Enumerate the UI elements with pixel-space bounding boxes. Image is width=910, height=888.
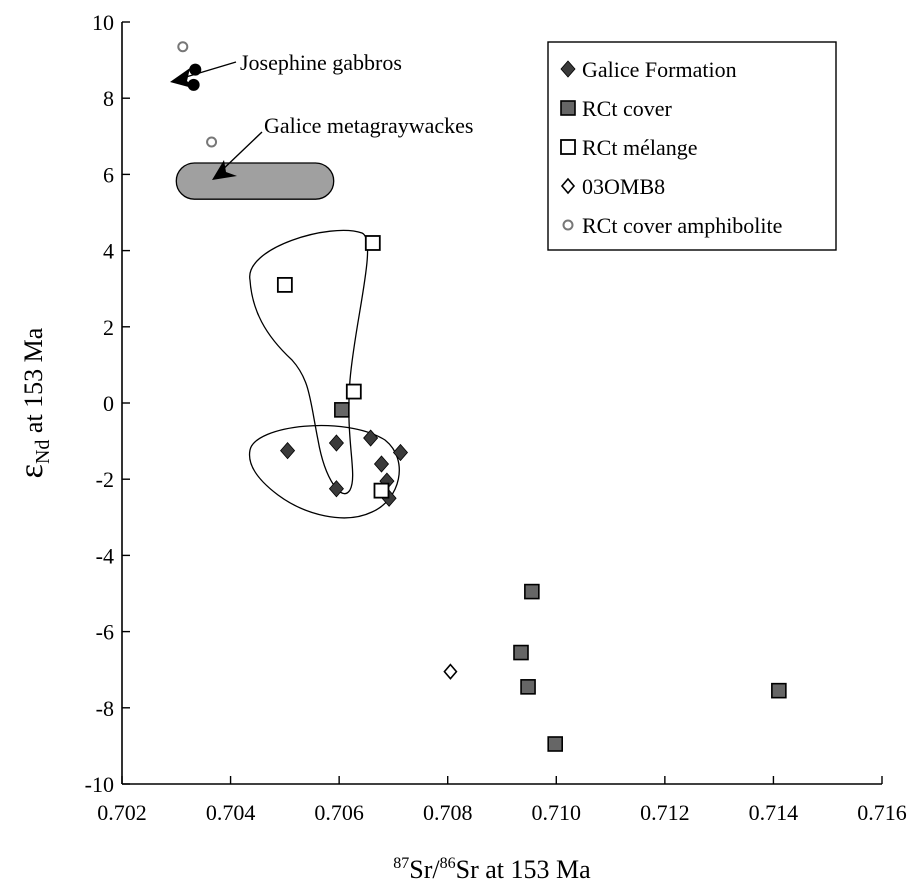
y-tick-label: 10	[92, 10, 114, 35]
legend-marker-rct-cover	[560, 100, 576, 116]
rct-m-lange-point	[276, 276, 293, 293]
josephine-label: Josephine gabbros	[240, 50, 402, 75]
legend-marker-rct-m-lange	[560, 139, 576, 155]
rct-cover-amphibolite-point	[206, 136, 218, 148]
legend-marker-rct-cover-amphibolite	[562, 219, 574, 231]
y-tick-label: 2	[103, 315, 114, 340]
x-tick-label: 0.716	[857, 800, 907, 825]
legend-marker-galice-formation	[560, 60, 576, 78]
x-tick-label: 0.708	[423, 800, 473, 825]
josephine-gabbros-point	[189, 63, 202, 76]
y-axis-title-sub: Nd	[32, 440, 54, 464]
y-tick-label: 0	[103, 391, 114, 416]
y-tick-label: -8	[96, 696, 114, 721]
y-tick-label: -10	[85, 772, 114, 797]
rct-cover-point	[520, 679, 536, 695]
y-tick-label: -6	[96, 620, 114, 645]
galice-formation-point	[373, 455, 390, 473]
tick-labels: -10 -8 -6 -4 -2 0 2 4 6 8 10 0.702 0.704 0.706 0.708 0.…	[85, 10, 907, 825]
metagraywackes-arrow	[217, 131, 263, 175]
rct-m-lange-point	[373, 482, 390, 499]
galice-formation-point	[328, 480, 344, 498]
rct-cover-point	[524, 583, 540, 600]
metagraywackes-arrowhead	[212, 160, 237, 180]
galice-formation-point	[328, 434, 344, 452]
legend: Galice Formation RCt cover RCt mélange 03OM…	[547, 41, 837, 251]
x-axis-title-rest: Sr at 153 Ma	[456, 855, 592, 884]
legend-label-03omb8: 03OMB8	[582, 174, 665, 199]
legend-marker-03omb8	[560, 177, 576, 195]
rct-m-lange-point	[345, 383, 362, 400]
legend-label-galice-formation: Galice Formation	[582, 57, 737, 82]
field-envelopes	[248, 229, 400, 519]
legend-label-rct-cover-amphibolite: RCt cover amphibolite	[582, 213, 782, 238]
y-axis-title-epsilon: ε	[13, 464, 50, 478]
regions	[175, 162, 335, 200]
y-axis-title-rest: at 153 Ma	[19, 327, 48, 439]
galice-formation-point	[280, 442, 296, 460]
y-tick-label: 6	[103, 162, 114, 187]
rct-m-lange-point	[364, 235, 381, 251]
axis-titles: 87Sr/86Sr at 153 Ma εNd at 153 Ma	[13, 327, 591, 884]
x-tick-label: 0.706	[314, 800, 364, 825]
y-tick-label: 4	[103, 239, 114, 264]
galice-field-envelope	[248, 424, 400, 519]
y-axis-title: εNd at 153 Ma	[13, 327, 54, 478]
rct-cover-point	[513, 644, 529, 661]
tick-marks	[121, 21, 883, 785]
rct-cover-point	[547, 736, 564, 752]
03omb8-point	[443, 663, 458, 680]
y-tick-label: 8	[103, 86, 114, 111]
rct-cover-point	[334, 402, 350, 418]
x-axis-title: 87Sr/86Sr at 153 Ma	[393, 855, 591, 884]
josephine-gabbros-point	[187, 78, 200, 91]
legend-items: Galice Formation RCt cover RCt mélange 03OM…	[560, 57, 782, 238]
legend-box	[547, 41, 837, 251]
x-axis-title-sup1: 87	[393, 855, 409, 872]
y-tick-label: -2	[96, 467, 114, 492]
x-tick-label: 0.710	[532, 800, 582, 825]
x-tick-label: 0.704	[206, 800, 256, 825]
x-tick-label: 0.702	[97, 800, 147, 825]
x-tick-label: 0.714	[749, 800, 799, 825]
galice-formation-point	[392, 443, 409, 462]
rct-cover-point	[771, 682, 787, 699]
metagraywackes-label: Galice metagraywackes	[264, 113, 474, 138]
annotations: Josephine gabbros Galice metagraywackes	[170, 50, 474, 180]
y-tick-label: -4	[96, 543, 114, 568]
x-tick-label: 0.712	[640, 800, 690, 825]
legend-label-rct-cover: RCt cover	[582, 96, 672, 121]
x-axis-title-sup2: 86	[440, 855, 456, 872]
rct-cover-amphibolite-point	[177, 41, 189, 53]
data-points	[177, 41, 787, 752]
galice-formation-point	[363, 429, 379, 447]
melange-field-envelope	[249, 229, 369, 495]
legend-label-rct-m-lange: RCt mélange	[582, 135, 697, 160]
x-axis-title-mid: Sr/	[409, 855, 440, 884]
metagraywackes-field	[175, 162, 335, 200]
